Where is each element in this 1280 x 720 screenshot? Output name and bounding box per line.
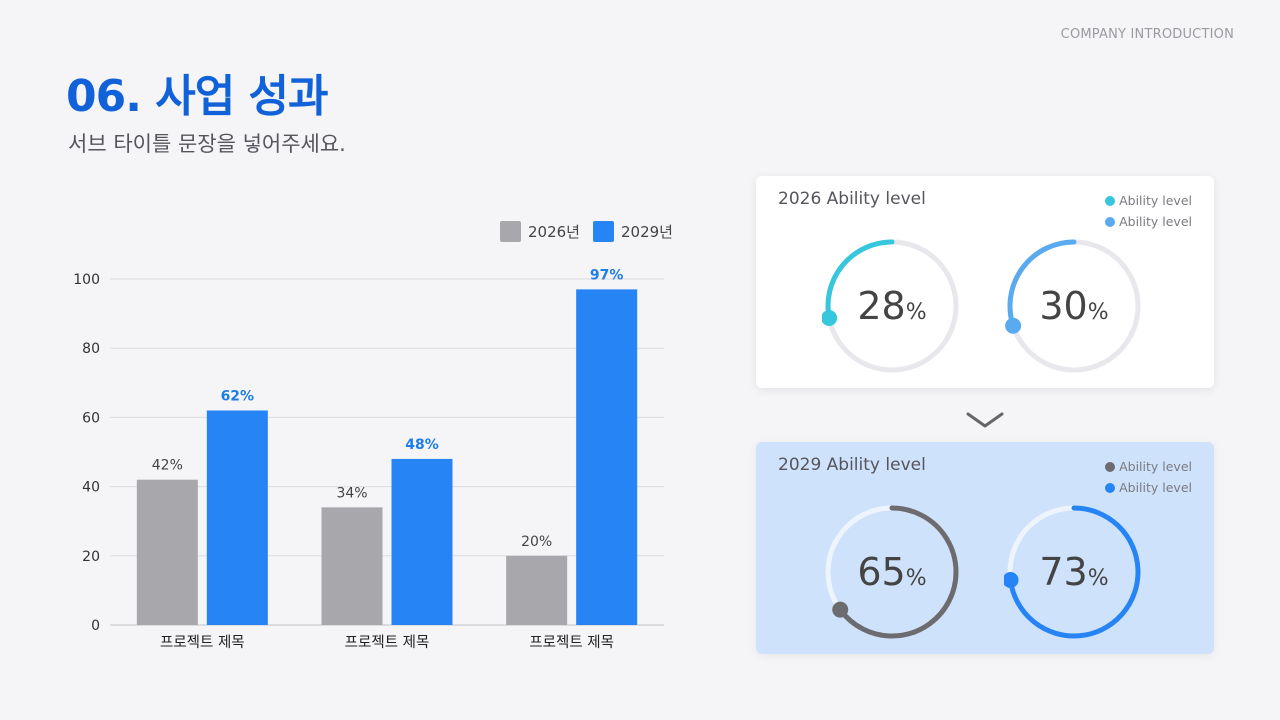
y-tick-label: 0	[91, 618, 100, 634]
page-subtitle: 서브 타이틀 문장을 넣어주세요.	[68, 132, 346, 156]
data-label: 48%	[405, 437, 439, 453]
legend-item: Ability level	[1105, 456, 1192, 477]
donut-chart: 73%	[1004, 502, 1144, 642]
data-label: 20%	[521, 534, 552, 550]
legend-label: Ability level	[1119, 193, 1192, 208]
donut-chart: 65%	[822, 502, 962, 642]
legend-swatch	[593, 221, 614, 242]
chevron-down-icon	[966, 412, 1004, 428]
donut-arc	[837, 505, 959, 639]
y-tick-label: 20	[82, 549, 100, 565]
bar	[136, 479, 198, 625]
donut-chart: 28%	[822, 236, 962, 376]
data-label: 62%	[221, 388, 255, 404]
x-tick-label: 프로젝트 제목	[160, 634, 245, 651]
legend-item: Ability level	[1105, 211, 1192, 232]
donut-end-dot	[832, 601, 849, 618]
y-tick-label: 60	[82, 410, 100, 426]
bar	[506, 555, 568, 625]
legend-item: Ability level	[1105, 477, 1192, 498]
data-label: 34%	[336, 485, 367, 501]
ability-card-2026: 2026 Ability level Ability level Ability…	[756, 176, 1214, 388]
legend-label: Ability level	[1119, 459, 1192, 474]
donut-arc	[825, 239, 895, 321]
donut-arc	[1007, 239, 1077, 329]
donut-chart: 30%	[1004, 236, 1144, 376]
legend-swatch	[500, 221, 521, 242]
donut-ring	[825, 505, 959, 639]
y-tick-label: 40	[82, 480, 100, 496]
legend-item: Ability level	[1105, 190, 1192, 211]
donut-arc	[1008, 505, 1141, 639]
donut-end-dot	[822, 309, 838, 326]
x-tick-label: 프로젝트 제목	[529, 634, 614, 651]
legend-label: 2026년	[528, 223, 580, 241]
page-title: 06. 사업 성과	[66, 71, 329, 122]
bar	[321, 507, 383, 625]
y-tick-label: 80	[82, 341, 100, 357]
bar	[391, 458, 453, 625]
card-title: 2026 Ability level	[778, 189, 926, 209]
donut-ring	[1005, 239, 1141, 373]
legend-label: 2029년	[621, 223, 673, 241]
legend-dot-icon	[1105, 482, 1116, 493]
donut-ring	[1004, 505, 1141, 639]
bar-chart: 0 20 40 60 80 100 42% 62% 프로젝트 제목 34% 48% 프로젝트 제목 20…	[73, 221, 673, 651]
donut-ring	[822, 239, 959, 373]
legend-dot-icon	[1105, 461, 1116, 472]
card-legend: Ability level Ability level	[1105, 456, 1192, 498]
legend-dot-icon	[1105, 216, 1116, 227]
bar	[206, 410, 268, 625]
card-title: 2029 Ability level	[778, 455, 926, 475]
company-label: COMPANY INTRODUCTION	[1060, 27, 1234, 42]
card-legend: Ability level Ability level	[1105, 190, 1192, 232]
data-label: 42%	[152, 458, 183, 474]
bar	[576, 289, 638, 625]
x-tick-label: 프로젝트 제목	[345, 634, 430, 651]
donut-end-dot	[1005, 317, 1022, 334]
legend-dot-icon	[1105, 195, 1116, 206]
legend-label: Ability level	[1119, 480, 1192, 495]
data-label: 97%	[590, 267, 624, 283]
legend-label: Ability level	[1119, 214, 1192, 229]
ability-card-2029: 2029 Ability level Ability level Ability…	[756, 442, 1214, 654]
y-tick-label: 100	[73, 272, 100, 288]
donut-end-dot	[1004, 572, 1019, 589]
